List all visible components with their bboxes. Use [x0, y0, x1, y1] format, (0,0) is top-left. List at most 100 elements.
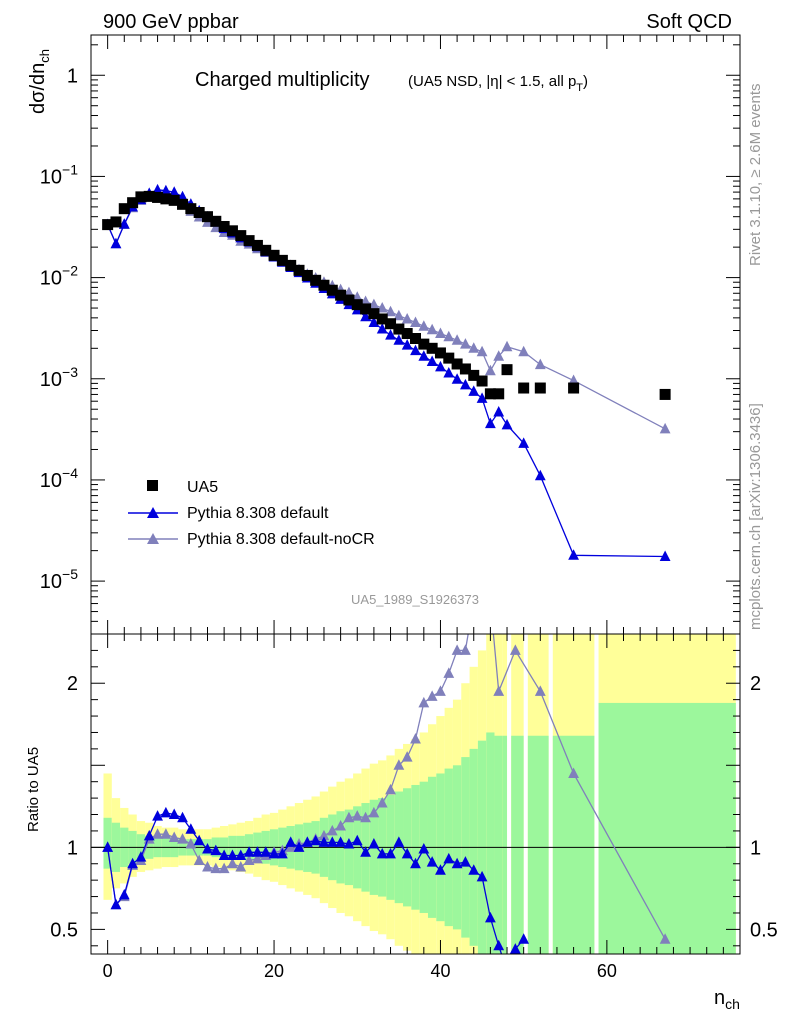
band-inner-50: [527, 735, 549, 954]
plot-subtitle: (UA5 NSD, |η| < 1.5, all pT): [408, 73, 588, 94]
data-point-2: [118, 203, 130, 215]
series-0-point-2: [118, 218, 130, 229]
band-inner-46: [486, 732, 495, 954]
ratio-uncertainty-bands: [103, 634, 736, 954]
data-point-34: [385, 318, 397, 330]
series-0-point-47: [493, 405, 505, 417]
ratio-1-point-36: [401, 751, 413, 762]
ratio-0-point-0: [102, 841, 114, 852]
data-point-4: [135, 191, 147, 203]
data-point-52: [659, 388, 671, 400]
ratio-0-point-45: [476, 870, 488, 882]
y-tick-label-main-1: 10−1: [40, 161, 78, 188]
y-tick-label-ratio-right-0: 0.5: [750, 919, 778, 941]
header-right: Soft QCD: [646, 11, 732, 33]
ratio-0-point-47: [493, 939, 505, 951]
ratio-1-point-42: [451, 644, 463, 655]
series-1-point-47: [493, 350, 505, 361]
x-tick-label-0: 0: [103, 961, 113, 981]
ratio-1-point-47: [493, 685, 505, 696]
band-inner-52: [598, 702, 736, 954]
y-tick-label-exp-2: −2: [62, 263, 78, 279]
y-axis-label-main: dσ/dnch: [27, 49, 52, 114]
series-1-point-48: [501, 340, 513, 352]
data-point-50: [534, 382, 546, 394]
data-point-21: [276, 254, 288, 266]
data-point-42: [451, 358, 463, 370]
ratio-0-point-26: [318, 836, 330, 847]
series-1-point-50: [534, 358, 546, 370]
ratio-0-point-10: [185, 823, 197, 834]
ratio-0-point-17: [243, 846, 255, 857]
series-1-point-39: [426, 323, 438, 335]
ratio-1-point-43: [460, 644, 471, 655]
ratio-1-point-15: [227, 857, 238, 869]
ratio-0-point-43: [460, 856, 471, 867]
series-0-point-50: [534, 469, 546, 481]
series-0-point-49: [518, 437, 530, 448]
ratio-0-point-39: [426, 856, 438, 867]
ratio-0-point-35: [393, 836, 405, 847]
ratio-0-point-27: [326, 836, 338, 847]
x-tick-label-40: 40: [430, 961, 450, 981]
data-point-24: [301, 269, 313, 281]
series-0-point-32: [368, 316, 380, 327]
data-point-38: [418, 338, 430, 350]
ratio-1-point-33: [376, 797, 388, 808]
series-0-point-34: [385, 329, 396, 340]
ratio-0-point-12: [202, 842, 213, 854]
x-axis-label-sub: ch: [725, 996, 740, 1012]
ratio-1-point-31: [360, 811, 371, 823]
data-point-46: [484, 388, 496, 400]
data-point-5: [143, 190, 155, 202]
data-point-19: [260, 244, 272, 256]
data-point-11: [193, 206, 205, 218]
ratio-0-point-1: [110, 898, 122, 910]
ratio-0-point-5: [143, 829, 155, 841]
band-inner-47: [494, 735, 503, 954]
data-point-36: [401, 328, 413, 340]
data-point-44: [468, 369, 480, 381]
y-tick-label-ratio-left-0: 0.5: [50, 919, 78, 941]
ratio-0-point-13: [210, 844, 222, 856]
ratio-0-point-3: [127, 857, 139, 869]
y-tick-label-exp-3: −3: [62, 364, 78, 380]
ratio-0-point-22: [285, 836, 297, 847]
series-1-point-36: [401, 312, 413, 324]
y-tick-label-ratio-right-1: 1: [750, 837, 761, 859]
series-1-point-35: [393, 309, 405, 321]
x-tick-label-20: 20: [264, 961, 284, 981]
ratio-0-point-15: [227, 849, 238, 861]
series-line-0: [107, 189, 666, 558]
y-tick-label-exp-4: −4: [62, 465, 78, 481]
series-0-point-9: [177, 190, 188, 202]
ratio-1-point-6: [152, 828, 163, 839]
ratio-1-point-8: [168, 831, 180, 842]
ratio-0-point-18: [252, 846, 263, 857]
y-axis-label-main-text: dσ/dn: [27, 63, 49, 114]
ratio-1-point-9: [177, 833, 188, 844]
ratio-1-point-50: [568, 767, 579, 778]
side-label-mcplots: mcplots.cern.ch [arXiv:1306.3436]: [747, 403, 764, 630]
series-0-point-44: [468, 385, 480, 396]
ratio-0-point-9: [177, 811, 188, 823]
series-0-point-48: [501, 418, 513, 430]
series-0-point-37: [410, 344, 421, 356]
data-point-15: [226, 225, 238, 237]
ratio-1-point-27: [326, 824, 338, 836]
ratio-1-point-34: [385, 783, 396, 795]
ratio-1-point-35: [393, 759, 405, 770]
data-point-49: [518, 382, 530, 394]
series-0-point-6: [152, 183, 163, 195]
y-tick-label-base-2: 10: [40, 268, 62, 290]
header-left: 900 GeV ppbar: [103, 11, 239, 33]
y-tick-label-exp-1: −1: [62, 161, 78, 177]
series-0-point-41: [443, 367, 455, 378]
series-0-point-39: [426, 355, 438, 367]
ratio-1-point-40: [435, 685, 446, 696]
ratio-0-point-2: [118, 888, 130, 900]
series-1-point-41: [443, 330, 455, 342]
series-1-point-32: [368, 298, 380, 310]
